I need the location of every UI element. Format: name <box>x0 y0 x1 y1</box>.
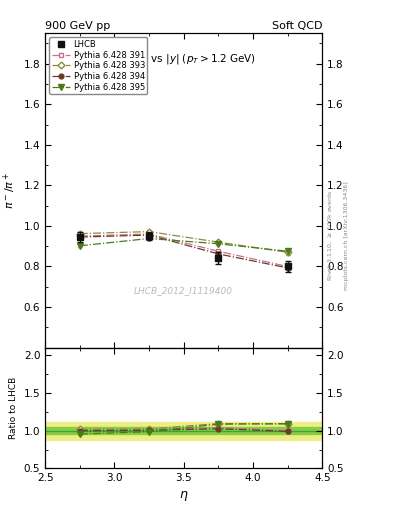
Text: 900 GeV pp: 900 GeV pp <box>45 20 110 31</box>
Bar <box>45 422 322 440</box>
X-axis label: $\eta$: $\eta$ <box>179 489 189 503</box>
Y-axis label: $\pi^-/\pi^+$: $\pi^-/\pi^+$ <box>2 172 18 209</box>
Y-axis label: Ratio to LHCB: Ratio to LHCB <box>9 377 18 439</box>
Text: Soft QCD: Soft QCD <box>272 20 322 31</box>
Legend: LHCB, Pythia 6.428 391, Pythia 6.428 393, Pythia 6.428 394, Pythia 6.428 395: LHCB, Pythia 6.428 391, Pythia 6.428 393… <box>50 37 147 94</box>
Bar <box>45 427 322 435</box>
Text: $\pi^-/\pi^+$ vs $|y|$ ($p_T > 1.2$ GeV): $\pi^-/\pi^+$ vs $|y|$ ($p_T > 1.2$ GeV) <box>112 52 256 67</box>
Text: LHCB_2012_I1119400: LHCB_2012_I1119400 <box>134 287 233 295</box>
Text: mcplots.cern.ch [arXiv:1306.3436]: mcplots.cern.ch [arXiv:1306.3436] <box>344 181 349 290</box>
Text: Rivet 3.1.10, $\geq$ 100k events: Rivet 3.1.10, $\geq$ 100k events <box>326 189 334 281</box>
